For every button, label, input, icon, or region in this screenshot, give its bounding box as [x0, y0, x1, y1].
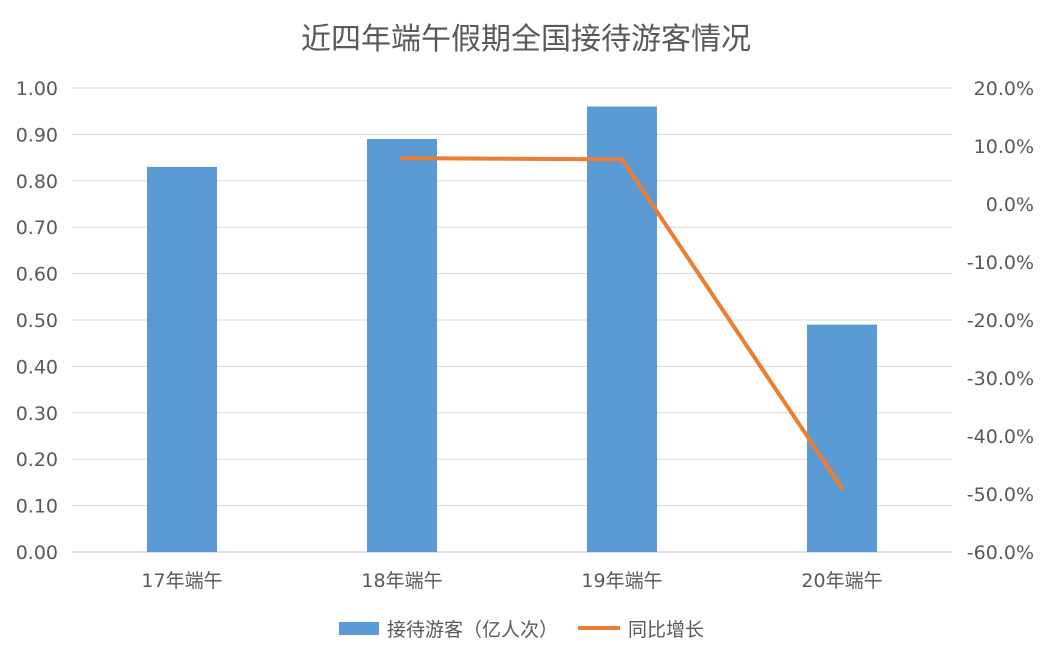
- right-tick-label: -50.0%: [967, 484, 1034, 506]
- category-label: 19年端午: [581, 570, 662, 592]
- left-tick-label: 0.20: [16, 449, 58, 471]
- chart-title: 近四年端午假期全国接待游客情况: [301, 22, 751, 57]
- legend-swatch-bar: [339, 622, 379, 635]
- bars: [147, 106, 877, 553]
- left-tick-label: 0.80: [16, 171, 58, 193]
- right-axis: -60.0% -50.0% -40.0% -30.0% -20.0% -10.0% 0.0%…: [967, 78, 1034, 564]
- category-label: 20年端午: [801, 570, 882, 592]
- left-tick-label: 1.00: [16, 78, 58, 100]
- bar: [587, 106, 657, 552]
- left-tick-label: 0.90: [16, 124, 58, 146]
- legend: 接待游客（亿人次） 同比增长: [339, 619, 704, 641]
- growth-line: [400, 156, 844, 491]
- left-tick-label: 0.10: [16, 496, 58, 518]
- left-tick-label: 0.00: [16, 542, 58, 564]
- right-tick-label: 20.0%: [974, 78, 1034, 100]
- left-tick-label: 0.60: [16, 264, 58, 286]
- x-axis: 17年端午 18年端午 19年端午 20年端午: [141, 570, 882, 592]
- left-tick-label: 0.50: [16, 310, 58, 332]
- category-label: 17年端午: [141, 570, 222, 592]
- left-axis: 0.00 0.10 0.20 0.30 0.40 0.50 0.60 0.70 0.80 0.90…: [16, 78, 58, 564]
- bar: [367, 139, 437, 553]
- right-tick-label: -30.0%: [967, 368, 1034, 390]
- right-tick-label: 10.0%: [974, 136, 1034, 158]
- right-tick-label: 0.0%: [986, 194, 1034, 216]
- legend-label-line: 同比增长: [628, 619, 704, 641]
- bar: [147, 166, 217, 552]
- bar: [807, 324, 877, 552]
- line-series: [400, 156, 844, 491]
- grid: [72, 87, 952, 553]
- category-label: 18年端午: [361, 570, 442, 592]
- left-tick-label: 0.40: [16, 356, 58, 378]
- right-tick-label: -20.0%: [967, 310, 1034, 332]
- left-tick-label: 0.30: [16, 403, 58, 425]
- left-tick-label: 0.70: [16, 217, 58, 239]
- right-tick-label: -60.0%: [967, 542, 1034, 564]
- right-tick-label: -40.0%: [967, 426, 1034, 448]
- legend-label-bar: 接待游客（亿人次）: [387, 619, 558, 641]
- right-tick-label: -10.0%: [967, 252, 1034, 274]
